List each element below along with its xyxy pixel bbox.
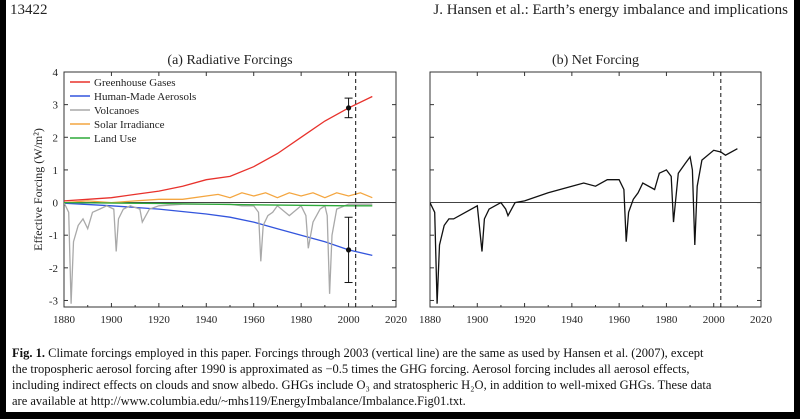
x-tick-label: 1880 bbox=[419, 314, 442, 326]
x-tick-label: 1960 bbox=[608, 314, 631, 326]
x-tick-label: 1920 bbox=[148, 314, 171, 326]
legend-entry: Human-Made Aerosols bbox=[94, 91, 196, 103]
y-tick-label: 3 bbox=[53, 100, 59, 112]
series-line bbox=[64, 192, 373, 204]
legend-entry: Greenhouse Gases bbox=[94, 77, 176, 89]
x-tick-label: 1900 bbox=[100, 314, 123, 326]
series-line bbox=[64, 201, 373, 207]
x-tick-label: 1940 bbox=[561, 314, 584, 326]
y-tick-label: -3 bbox=[49, 295, 59, 307]
x-tick-label: 2020 bbox=[385, 314, 408, 326]
caption-text-1: Climate forcings employed in this paper.… bbox=[48, 346, 704, 360]
series-line bbox=[430, 148, 738, 304]
series-line bbox=[64, 95, 373, 202]
x-tick-label: 2000 bbox=[338, 314, 361, 326]
chart-title: (b) Net Forcing bbox=[552, 53, 639, 68]
caption-line-4: are available at http://www.columbia.edu… bbox=[12, 394, 466, 408]
y-tick-label: -1 bbox=[49, 230, 58, 242]
x-tick-label: 2020 bbox=[750, 314, 773, 326]
y-tick-label: 2 bbox=[53, 132, 59, 144]
panel-radiative-forcings: (a) Radiative Forcings 1880 1900 1920 1940 19… bbox=[31, 53, 408, 326]
paper-page: 13422 J. Hansen et al.: Earth’s energy i… bbox=[6, 0, 794, 412]
x-tick-label: 2000 bbox=[703, 314, 726, 326]
x-tick-label: 1960 bbox=[243, 314, 266, 326]
series-line bbox=[64, 202, 373, 257]
legend-entry: Solar Irradiance bbox=[94, 119, 165, 131]
plot-frame bbox=[429, 71, 762, 308]
legend-entry: Land Use bbox=[94, 133, 137, 145]
error-bar-point bbox=[345, 247, 352, 253]
y-axis-label: Effective Forcing (W/m²) bbox=[31, 128, 45, 251]
x-tick-label: 1980 bbox=[290, 314, 313, 326]
chart-title: (a) Radiative Forcings bbox=[167, 53, 292, 68]
caption-line-3: including indirect effects on clouds and… bbox=[12, 378, 712, 392]
y-tick-label: -2 bbox=[49, 263, 58, 275]
figure-1: (a) Radiative Forcings 1880 1900 1920 1940 19… bbox=[31, 53, 773, 326]
y-tick-label: 0 bbox=[53, 198, 59, 210]
caption-label: Fig. 1. bbox=[12, 346, 45, 360]
y-tick-label: 1 bbox=[53, 165, 59, 177]
legend-entry: Volcanoes bbox=[94, 105, 139, 117]
running-title: J. Hansen et al.: Earth’s energy imbalan… bbox=[433, 2, 788, 18]
y-tick-label: 4 bbox=[53, 67, 59, 79]
x-tick-label: 1940 bbox=[195, 314, 218, 326]
caption-line-2: the tropospheric aerosol forcing after 1… bbox=[12, 362, 690, 376]
page-number: 13422 bbox=[10, 2, 48, 18]
caption-line-1: Fig. 1. Climate forcings employed in thi… bbox=[12, 345, 790, 361]
x-tick-label: 1920 bbox=[514, 314, 537, 326]
figure-caption: Fig. 1. Climate forcings employed in thi… bbox=[12, 345, 790, 409]
x-tick-label: 1980 bbox=[655, 314, 678, 326]
x-tick-label: 1900 bbox=[466, 314, 489, 326]
x-tick-label: 1880 bbox=[53, 314, 76, 326]
panel-net-forcing: (b) Net Forcing 1880 1900 1920 1940 1960 1980 2… bbox=[419, 53, 773, 326]
error-bar-point bbox=[345, 105, 352, 111]
series-line bbox=[64, 202, 373, 304]
